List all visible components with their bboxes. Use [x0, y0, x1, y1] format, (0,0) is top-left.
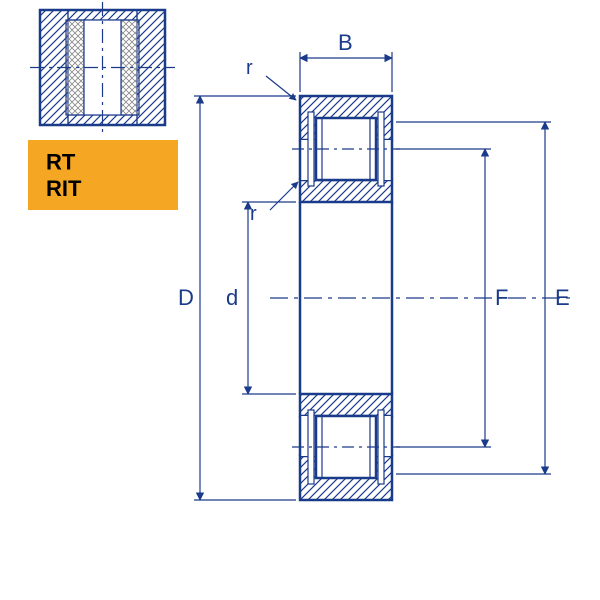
type-label-line: RT [46, 150, 76, 175]
type-label-box: RTRIT [28, 140, 178, 210]
dim-B: B [338, 30, 353, 55]
dim-d: d [226, 285, 238, 310]
top-section-icon [30, 2, 175, 133]
main-section-view: rr [246, 57, 572, 500]
dim-D: D [178, 285, 194, 310]
type-label-line: RIT [46, 176, 82, 201]
label-r-outer: r [246, 57, 253, 79]
dim-F: F [495, 285, 508, 310]
label-r-inner: r [250, 203, 257, 225]
dim-E: E [555, 285, 570, 310]
bearing-diagram: RTRIT rr DdBFE [0, 0, 600, 600]
